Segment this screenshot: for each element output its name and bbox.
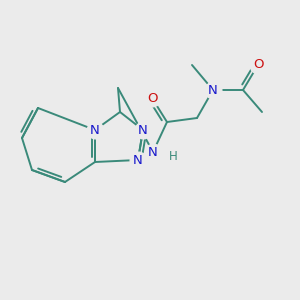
Text: N: N (138, 124, 148, 136)
Text: H: H (169, 151, 177, 164)
Text: O: O (147, 92, 157, 104)
Text: N: N (208, 83, 218, 97)
Text: N: N (90, 124, 100, 136)
Text: O: O (253, 58, 263, 71)
Text: N: N (133, 154, 143, 166)
Text: N: N (148, 146, 158, 158)
